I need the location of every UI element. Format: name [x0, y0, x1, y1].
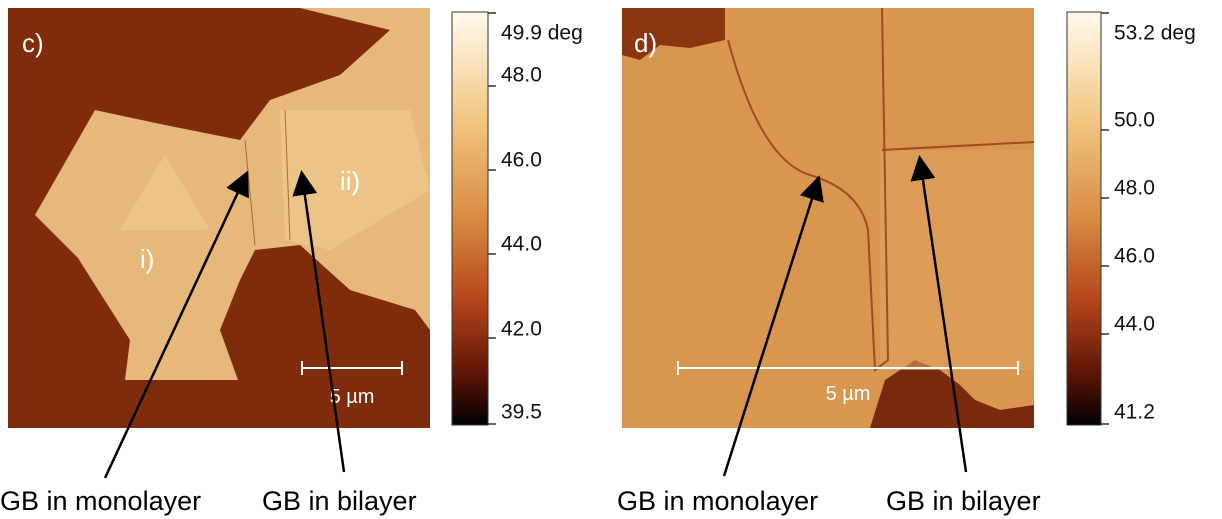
annotation: GB in monolayer [617, 486, 818, 516]
colorbar-tick: 44.0 [501, 233, 542, 256]
colorbar-tick: 49.9 deg [501, 22, 583, 45]
annotation: GB in bilayer [886, 486, 1041, 516]
annotation: GB in bilayer [262, 486, 417, 516]
afm-image-c: c) i) ii) 5 µm [8, 8, 430, 428]
colorbar-tick: 42.0 [501, 318, 542, 341]
colorbar-tick: 41.2 [1114, 401, 1155, 424]
colorbar-tick: 44.0 [1114, 313, 1155, 336]
colorbar-tick: 50.0 [1114, 109, 1155, 132]
colorbar-tick: 46.0 [1114, 245, 1155, 268]
colorbar-tick: 53.2 deg [1114, 22, 1196, 45]
colorbar [451, 11, 489, 426]
colorbar-tick: 39.5 [501, 401, 542, 424]
colorbar-tick: 48.0 [1114, 177, 1155, 200]
colorbar-tick: 46.0 [501, 149, 542, 172]
annotation: GB in monolayer [0, 486, 201, 516]
colorbar [1066, 11, 1102, 426]
colorbar-tick: 48.0 [501, 64, 542, 87]
scalebar-label: 5 µm [826, 383, 871, 405]
scalebar-label: 5 µm [330, 386, 375, 408]
afm-image-d: d) 5 µm [622, 7, 1035, 428]
region-label: ii) [340, 166, 360, 196]
arrows [103, 155, 968, 479]
panel-label: d) [634, 28, 657, 58]
region-label: i) [140, 244, 154, 274]
panel-label: c) [22, 28, 44, 58]
